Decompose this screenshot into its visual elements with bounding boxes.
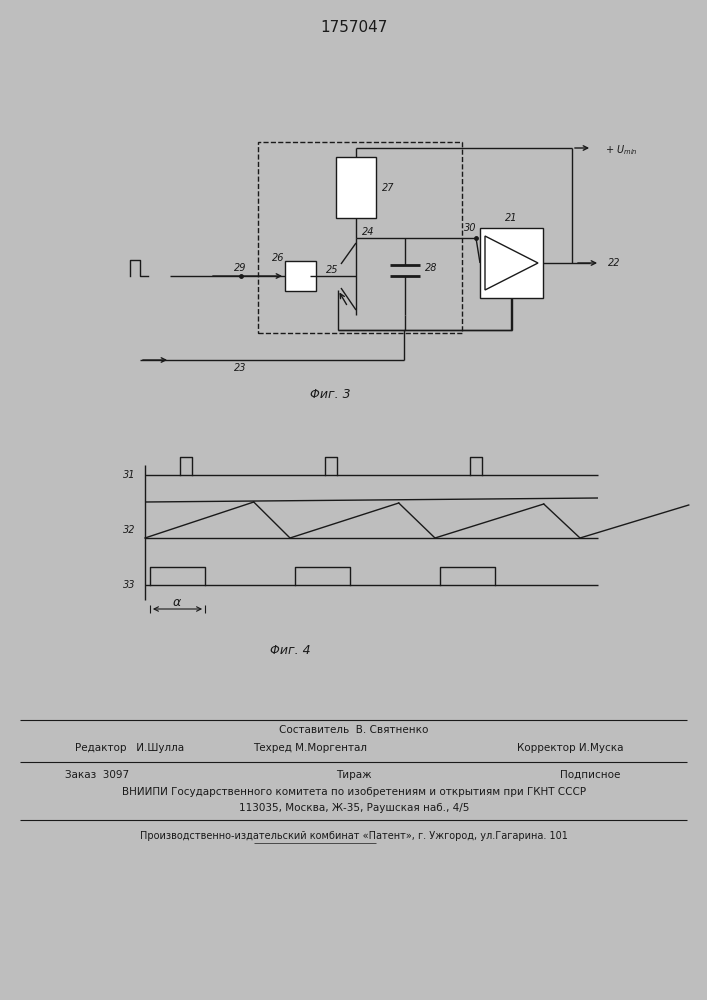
Text: Составитель  В. Святненко: Составитель В. Святненко <box>279 725 428 735</box>
Bar <box>285 261 316 291</box>
Text: Редактор   И.Шулла: Редактор И.Шулла <box>75 743 184 753</box>
Text: 23: 23 <box>234 363 246 373</box>
Text: Тираж: Тираж <box>337 770 372 780</box>
Text: 113035, Москва, Ж-35, Раушская наб., 4/5: 113035, Москва, Ж-35, Раушская наб., 4/5 <box>239 803 469 813</box>
Text: Заказ  3097: Заказ 3097 <box>65 770 129 780</box>
Text: 33: 33 <box>122 580 135 590</box>
Text: Φиг. 3: Φиг. 3 <box>310 388 350 401</box>
Text: + $U_{min}$: + $U_{min}$ <box>605 143 638 157</box>
Text: 29: 29 <box>234 263 246 273</box>
Bar <box>258 142 462 333</box>
Bar <box>480 228 543 298</box>
Text: $\alpha$: $\alpha$ <box>173 596 182 609</box>
Text: Производственно-издательский комбинат «Патент», г. Ужгород, ул.Гагарина. 101: Производственно-издательский комбинат «П… <box>140 831 568 841</box>
Text: Техред М.Моргентал: Техред М.Моргентал <box>253 743 367 753</box>
Text: ВНИИПИ Государственного комитета по изобретениям и открытиям при ГКНТ СССР: ВНИИПИ Государственного комитета по изоб… <box>122 787 586 797</box>
Text: 32: 32 <box>122 525 135 535</box>
Text: 27: 27 <box>382 183 395 193</box>
Text: 30: 30 <box>464 223 477 233</box>
Text: 28: 28 <box>425 263 438 273</box>
Text: 22: 22 <box>608 258 621 268</box>
Text: 31: 31 <box>122 470 135 480</box>
Text: Корректор И.Муска: Корректор И.Муска <box>517 743 624 753</box>
Text: 1757047: 1757047 <box>320 20 387 35</box>
Text: 25: 25 <box>325 265 338 275</box>
Text: Φиг. 4: Φиг. 4 <box>269 644 310 656</box>
Text: 21: 21 <box>506 213 518 223</box>
Text: 24: 24 <box>362 227 375 237</box>
Bar <box>336 157 376 218</box>
Text: 26: 26 <box>271 253 284 263</box>
Text: Подписное: Подписное <box>560 770 620 780</box>
